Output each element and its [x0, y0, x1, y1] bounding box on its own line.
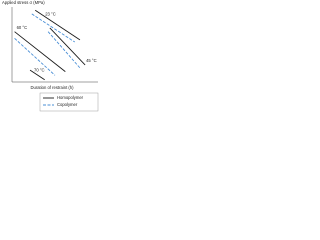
y-axis-label: Applied stress σ (MPa) — [2, 0, 45, 5]
legend-label: Homopolymer — [57, 95, 84, 100]
series-label: 45 °C — [86, 58, 97, 63]
legend-label: Copolymer — [57, 102, 78, 107]
series-line — [49, 27, 86, 66]
series-line — [14, 38, 56, 76]
chart: Applied stress σ (MPa) Duration of restr… — [2, 0, 99, 112]
series-label: 60 °C — [17, 25, 28, 30]
series-line — [14, 31, 66, 72]
series-label: 23 °C — [45, 11, 56, 16]
series-line — [34, 9, 81, 41]
series-line — [47, 31, 81, 69]
series-label: 70 °C — [34, 67, 45, 72]
series-line — [29, 69, 45, 81]
series-line — [31, 13, 76, 43]
legend-box — [39, 92, 99, 112]
x-axis-label: Duration of restraint (h) — [30, 85, 74, 90]
